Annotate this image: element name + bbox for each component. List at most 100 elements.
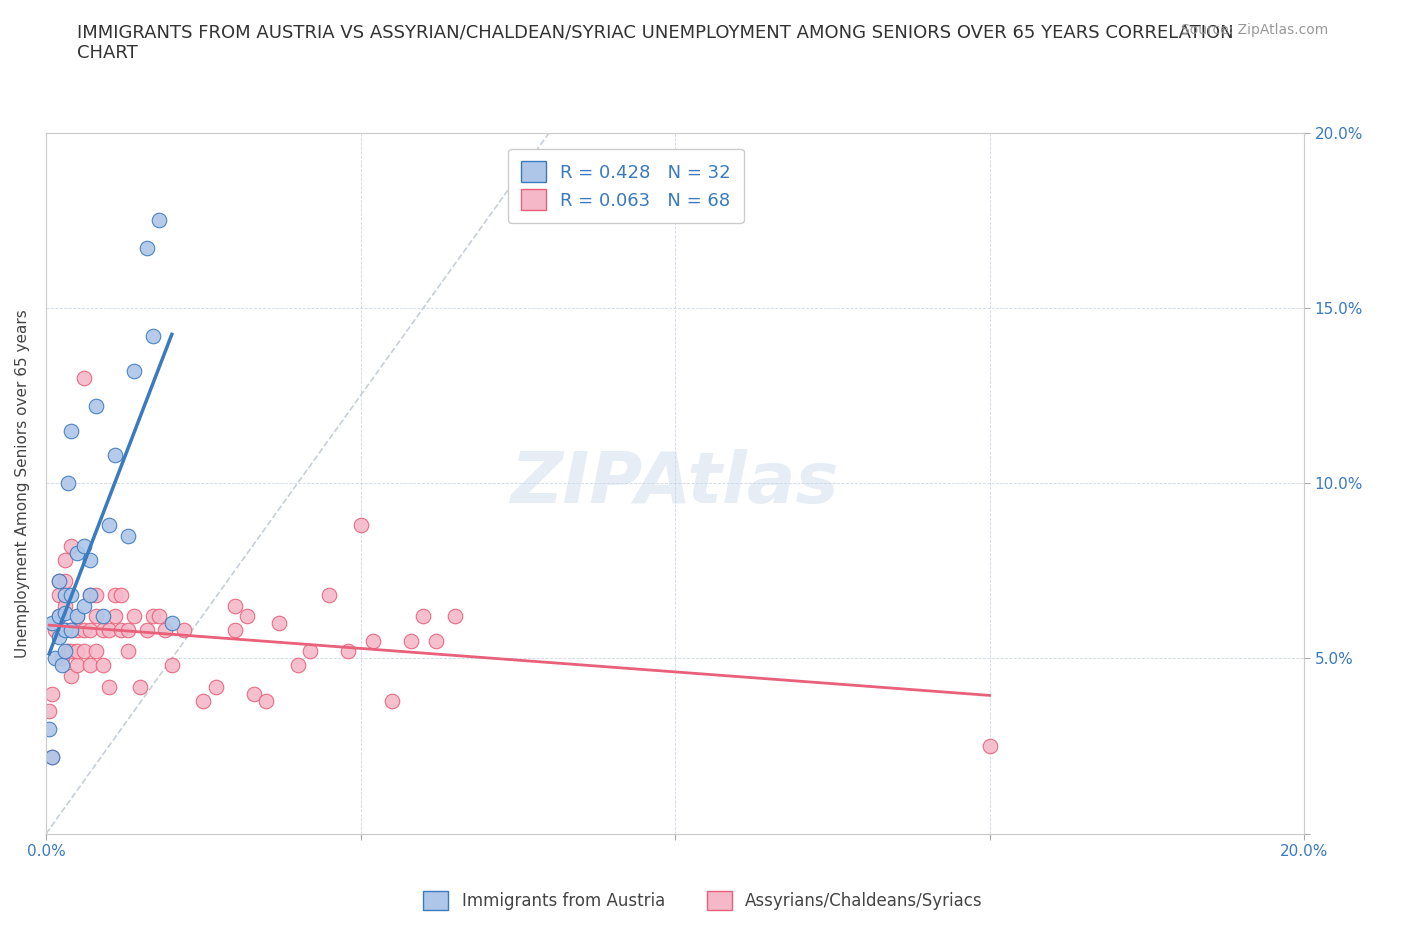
Point — [242, 686, 264, 701]
Point — [60, 538, 83, 553]
Point — [53, 552, 76, 567]
Point — [425, 633, 447, 648]
Point — [110, 623, 132, 638]
Point — [117, 644, 139, 659]
Point — [60, 623, 83, 638]
Point — [361, 633, 384, 648]
Point — [117, 623, 139, 638]
Point — [44, 623, 66, 638]
Point — [122, 609, 145, 624]
Point — [53, 574, 76, 589]
Point — [148, 213, 170, 228]
Point — [73, 644, 96, 659]
Point — [48, 574, 70, 589]
Point — [53, 588, 76, 603]
Point — [56, 644, 79, 659]
Y-axis label: Unemployment Among Seniors over 65 years: Unemployment Among Seniors over 65 years — [15, 309, 30, 658]
Point — [53, 605, 76, 620]
Point — [91, 658, 114, 673]
Point — [318, 588, 340, 603]
Point — [254, 693, 277, 708]
Point — [66, 609, 89, 624]
Point — [79, 588, 101, 603]
Point — [160, 658, 183, 673]
Point — [91, 609, 114, 624]
Point — [60, 588, 83, 603]
Point — [60, 644, 83, 659]
Point — [84, 609, 107, 624]
Point — [48, 630, 70, 644]
Point — [84, 399, 107, 414]
Text: Source: ZipAtlas.com: Source: ZipAtlas.com — [1181, 23, 1329, 37]
Point — [299, 644, 322, 659]
Point — [79, 623, 101, 638]
Point — [60, 623, 83, 638]
Point — [66, 609, 89, 624]
Point — [56, 476, 79, 491]
Point — [135, 241, 157, 256]
Point — [53, 623, 76, 638]
Point — [41, 750, 63, 764]
Point — [41, 616, 63, 631]
Point — [79, 552, 101, 567]
Point — [204, 679, 226, 694]
Point — [979, 738, 1001, 753]
Point — [60, 423, 83, 438]
Point — [79, 658, 101, 673]
Point — [97, 679, 120, 694]
Point — [51, 658, 73, 673]
Point — [91, 623, 114, 638]
Point — [66, 546, 89, 561]
Point — [73, 538, 96, 553]
Point — [412, 609, 434, 624]
Point — [399, 633, 422, 648]
Point — [73, 623, 96, 638]
Point — [84, 588, 107, 603]
Point — [38, 721, 60, 736]
Point — [44, 651, 66, 666]
Point — [173, 623, 195, 638]
Point — [48, 609, 70, 624]
Point — [48, 588, 70, 603]
Point — [41, 750, 63, 764]
Point — [66, 623, 89, 638]
Point — [267, 616, 290, 631]
Point — [381, 693, 404, 708]
Legend: R = 0.428   N = 32, R = 0.063   N = 68: R = 0.428 N = 32, R = 0.063 N = 68 — [508, 149, 744, 223]
Point — [104, 588, 127, 603]
Point — [236, 609, 259, 624]
Point — [444, 609, 467, 624]
Point — [51, 651, 73, 666]
Point — [224, 623, 246, 638]
Point — [53, 644, 76, 659]
Point — [60, 669, 83, 684]
Point — [66, 644, 89, 659]
Point — [48, 574, 70, 589]
Legend: Immigrants from Austria, Assyrians/Chaldeans/Syriacs: Immigrants from Austria, Assyrians/Chald… — [416, 884, 990, 917]
Point — [73, 370, 96, 385]
Point — [84, 644, 107, 659]
Point — [48, 609, 70, 624]
Point — [287, 658, 309, 673]
Point — [38, 704, 60, 719]
Point — [155, 623, 177, 638]
Point — [160, 616, 183, 631]
Point — [122, 364, 145, 379]
Point — [336, 644, 359, 659]
Point — [148, 609, 170, 624]
Point — [142, 328, 165, 343]
Point — [53, 599, 76, 614]
Point — [73, 599, 96, 614]
Point — [41, 686, 63, 701]
Point — [349, 518, 371, 533]
Point — [97, 623, 120, 638]
Text: IMMIGRANTS FROM AUSTRIA VS ASSYRIAN/CHALDEAN/SYRIAC UNEMPLOYMENT AMONG SENIORS O: IMMIGRANTS FROM AUSTRIA VS ASSYRIAN/CHAL… — [77, 23, 1234, 62]
Point — [104, 609, 127, 624]
Point — [224, 599, 246, 614]
Point — [135, 623, 157, 638]
Point — [117, 528, 139, 543]
Text: ZIPAtlas: ZIPAtlas — [510, 448, 839, 518]
Point — [193, 693, 215, 708]
Point — [129, 679, 152, 694]
Point — [79, 588, 101, 603]
